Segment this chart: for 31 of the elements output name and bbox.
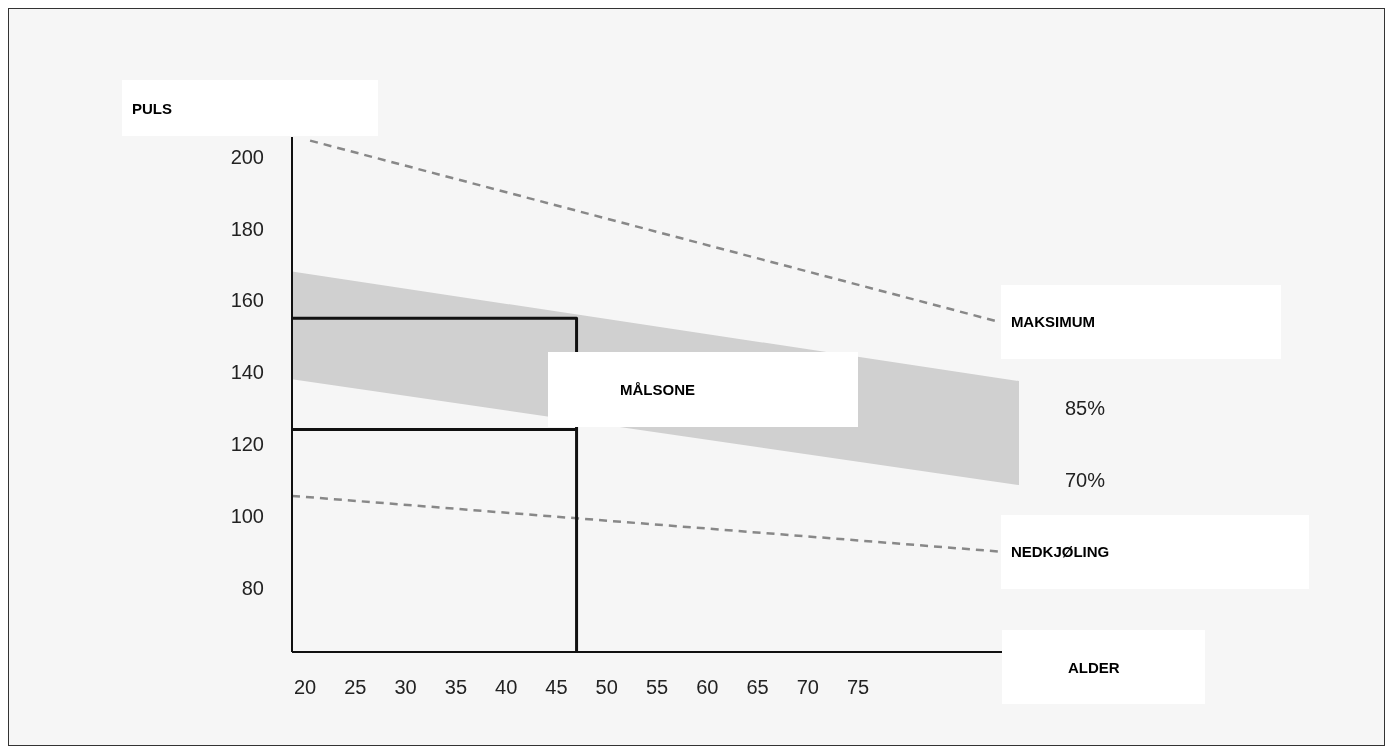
y-tick-label: 80 [241, 576, 264, 599]
x-tick-label: 60 [696, 676, 719, 699]
label-box: PULS [122, 80, 378, 136]
text: 70% [1065, 469, 1106, 492]
x-axis-title: ALDER [1068, 658, 1120, 676]
x-tick-label: 25 [344, 676, 367, 699]
y-tick-label: 200 [230, 145, 264, 168]
annotation: MÅLSONE [620, 381, 695, 398]
label-box: MÅLSONE [548, 352, 858, 427]
x-tick-label: 35 [444, 676, 468, 699]
label-box: ALDER [1002, 630, 1205, 704]
x-tick-label: 55 [645, 676, 669, 699]
x-tick-label: 65 [746, 676, 769, 699]
y-tick-label: 100 [230, 504, 264, 527]
x-tick-label: 50 [595, 676, 618, 699]
x-tick-label: 30 [394, 676, 417, 699]
y-tick-label: 140 [230, 361, 264, 384]
x-tick-label: 70 [796, 676, 819, 699]
label-box: NEDKJØLING [1000, 514, 1309, 589]
y-tick-label: 120 [230, 432, 264, 455]
series-label: NEDKJØLING [1010, 543, 1110, 560]
series-label: MAKSIMUM [1010, 313, 1096, 331]
y-axis-title: PULS [132, 99, 173, 117]
y-tick-label: 180 [230, 217, 264, 240]
y-tick-label: 160 [230, 289, 264, 312]
x-tick-label: 75 [846, 676, 870, 699]
x-tick-label: 40 [495, 676, 518, 699]
x-tick-label: 45 [545, 676, 568, 699]
label-box: MAKSIMUM [1000, 284, 1281, 359]
text: 85% [1065, 397, 1106, 420]
x-tick-label: 20 [293, 676, 317, 699]
